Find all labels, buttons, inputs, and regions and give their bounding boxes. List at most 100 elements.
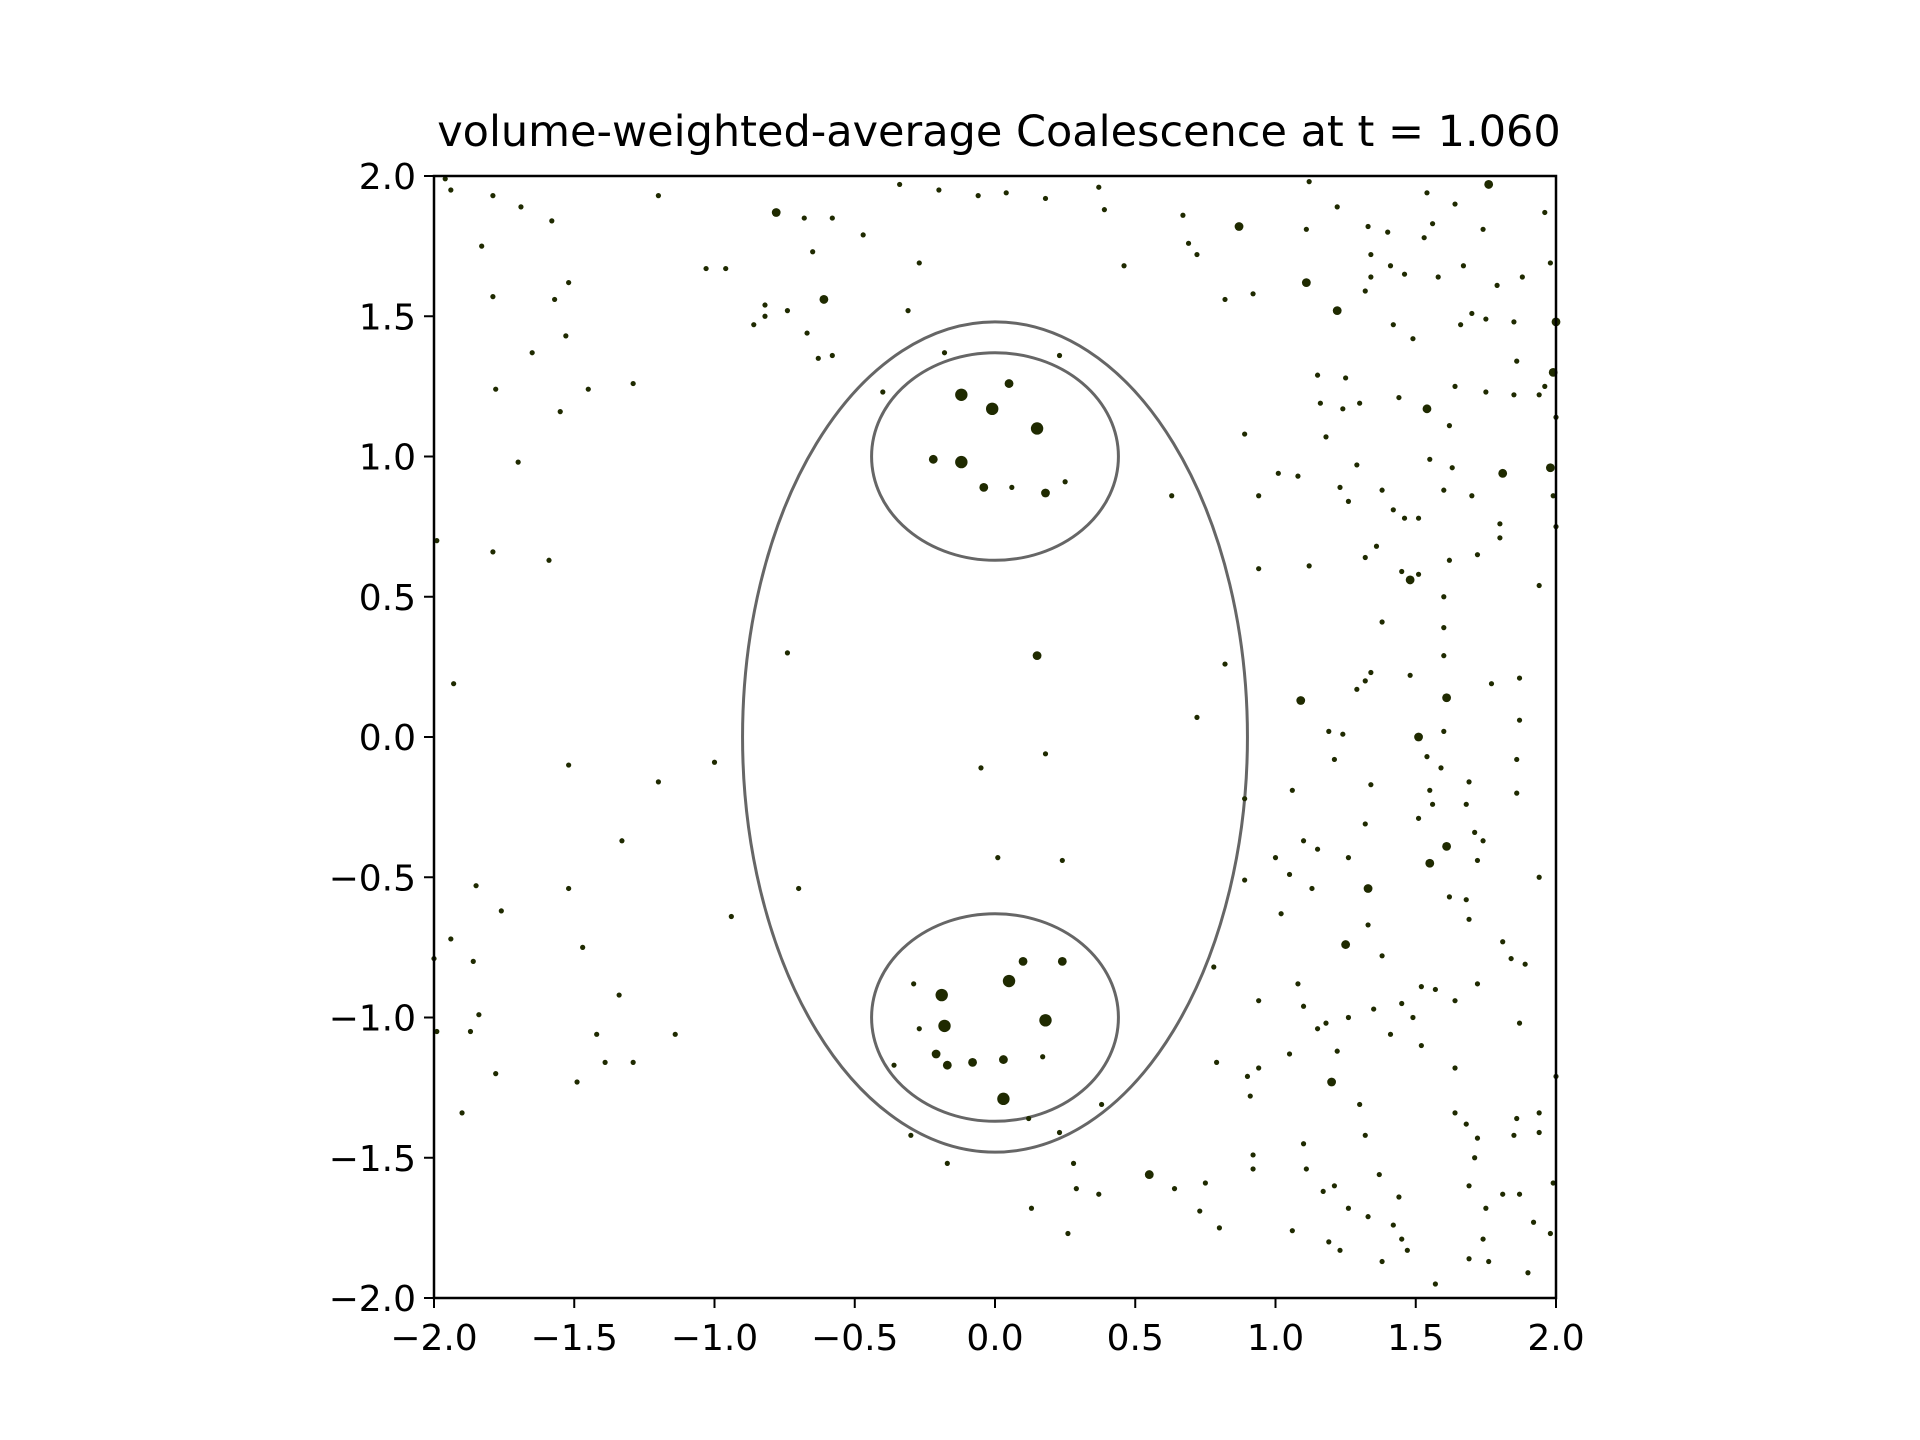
data-point bbox=[1317, 400, 1323, 406]
x-tick-label: −0.5 bbox=[811, 1318, 898, 1359]
data-point bbox=[1511, 319, 1517, 325]
data-point bbox=[1041, 488, 1050, 498]
data-point bbox=[1390, 1222, 1396, 1228]
data-point bbox=[1484, 180, 1494, 189]
data-point bbox=[771, 208, 781, 217]
data-point bbox=[1379, 619, 1385, 625]
data-point bbox=[1194, 714, 1200, 720]
data-point bbox=[1244, 1073, 1251, 1080]
data-point bbox=[1480, 226, 1486, 232]
data-point bbox=[1425, 858, 1435, 868]
data-point bbox=[1466, 916, 1472, 922]
data-point bbox=[1424, 754, 1430, 760]
data-point bbox=[1340, 731, 1346, 737]
data-point bbox=[1379, 953, 1385, 959]
data-point bbox=[1337, 1247, 1343, 1253]
data-point bbox=[1247, 1093, 1253, 1099]
data-point bbox=[1442, 693, 1452, 703]
data-point bbox=[1511, 1132, 1517, 1138]
data-point bbox=[1438, 765, 1444, 771]
data-point bbox=[1314, 1026, 1321, 1032]
data-point bbox=[1536, 1129, 1542, 1136]
data-point bbox=[928, 454, 938, 464]
data-point bbox=[1096, 184, 1102, 190]
data-point bbox=[1368, 782, 1374, 788]
y-tick-label: −1.0 bbox=[329, 999, 416, 1040]
points-layer bbox=[431, 176, 1561, 1287]
data-point bbox=[1516, 675, 1523, 681]
data-point bbox=[999, 1055, 1008, 1064]
data-point bbox=[1396, 394, 1402, 401]
data-point bbox=[1345, 855, 1352, 861]
data-point bbox=[1101, 207, 1107, 213]
data-point bbox=[1002, 974, 1016, 988]
data-point bbox=[891, 1062, 897, 1068]
data-point bbox=[574, 1079, 580, 1085]
data-point bbox=[751, 322, 757, 328]
data-point bbox=[493, 386, 499, 392]
y-tick-label: −2.0 bbox=[329, 1279, 416, 1320]
data-point bbox=[916, 260, 922, 266]
data-point bbox=[1004, 379, 1014, 388]
contour-outer-ellipse bbox=[741, 320, 1249, 1154]
data-point bbox=[1222, 296, 1228, 303]
data-point bbox=[1452, 998, 1458, 1004]
data-point bbox=[1303, 226, 1309, 232]
data-point bbox=[1337, 484, 1343, 490]
data-point bbox=[1362, 678, 1368, 684]
data-point bbox=[1211, 964, 1217, 970]
data-point bbox=[1536, 582, 1542, 589]
data-point bbox=[1460, 263, 1467, 269]
data-point bbox=[1185, 240, 1192, 246]
data-point bbox=[1387, 263, 1394, 269]
data-point bbox=[1286, 871, 1293, 878]
data-point bbox=[1399, 1236, 1405, 1242]
data-point bbox=[1516, 717, 1523, 723]
data-point bbox=[442, 176, 448, 182]
data-point bbox=[1379, 487, 1385, 493]
data-point bbox=[1405, 575, 1415, 585]
data-point bbox=[1472, 1155, 1478, 1161]
data-point bbox=[829, 352, 835, 359]
data-point bbox=[1401, 515, 1408, 521]
data-point bbox=[1363, 884, 1373, 893]
data-point bbox=[1387, 1031, 1394, 1037]
data-point bbox=[1301, 278, 1311, 287]
data-point bbox=[1427, 456, 1433, 462]
data-point bbox=[1494, 282, 1500, 288]
x-tick-label: 1.5 bbox=[1387, 1318, 1444, 1359]
data-point bbox=[1197, 1208, 1203, 1214]
data-point bbox=[1407, 672, 1413, 678]
data-point bbox=[1121, 263, 1127, 269]
data-point bbox=[1514, 756, 1520, 763]
x-tick-label: −2.0 bbox=[390, 1318, 477, 1359]
data-point bbox=[1303, 1166, 1309, 1172]
data-point bbox=[1410, 336, 1416, 342]
data-point bbox=[585, 386, 591, 392]
data-point bbox=[1314, 372, 1321, 378]
data-point bbox=[467, 1028, 474, 1035]
data-point bbox=[1446, 894, 1453, 900]
data-point bbox=[1497, 535, 1503, 541]
data-point bbox=[602, 1059, 608, 1065]
data-point bbox=[1474, 981, 1481, 987]
data-point bbox=[1446, 557, 1453, 563]
data-point bbox=[1289, 787, 1295, 793]
data-point bbox=[860, 232, 866, 238]
x-tick-label: −1.5 bbox=[531, 1318, 618, 1359]
data-point bbox=[804, 330, 810, 336]
data-point bbox=[1056, 1129, 1063, 1136]
data-point bbox=[490, 549, 496, 555]
data-point bbox=[1547, 260, 1553, 266]
data-point bbox=[944, 1160, 950, 1166]
data-point bbox=[1300, 1141, 1307, 1147]
data-point bbox=[1536, 392, 1542, 398]
y-axis: −2.0 −1.5 −1.0 −0.5 0.0 0.5 1.0 1.5 2.0 bbox=[329, 157, 434, 1320]
data-point bbox=[1286, 1051, 1293, 1057]
data-point bbox=[1545, 463, 1555, 473]
data-point bbox=[1357, 400, 1363, 406]
data-point bbox=[434, 1028, 440, 1035]
data-point bbox=[1340, 406, 1346, 412]
data-point bbox=[723, 265, 729, 272]
data-point bbox=[1242, 877, 1248, 883]
